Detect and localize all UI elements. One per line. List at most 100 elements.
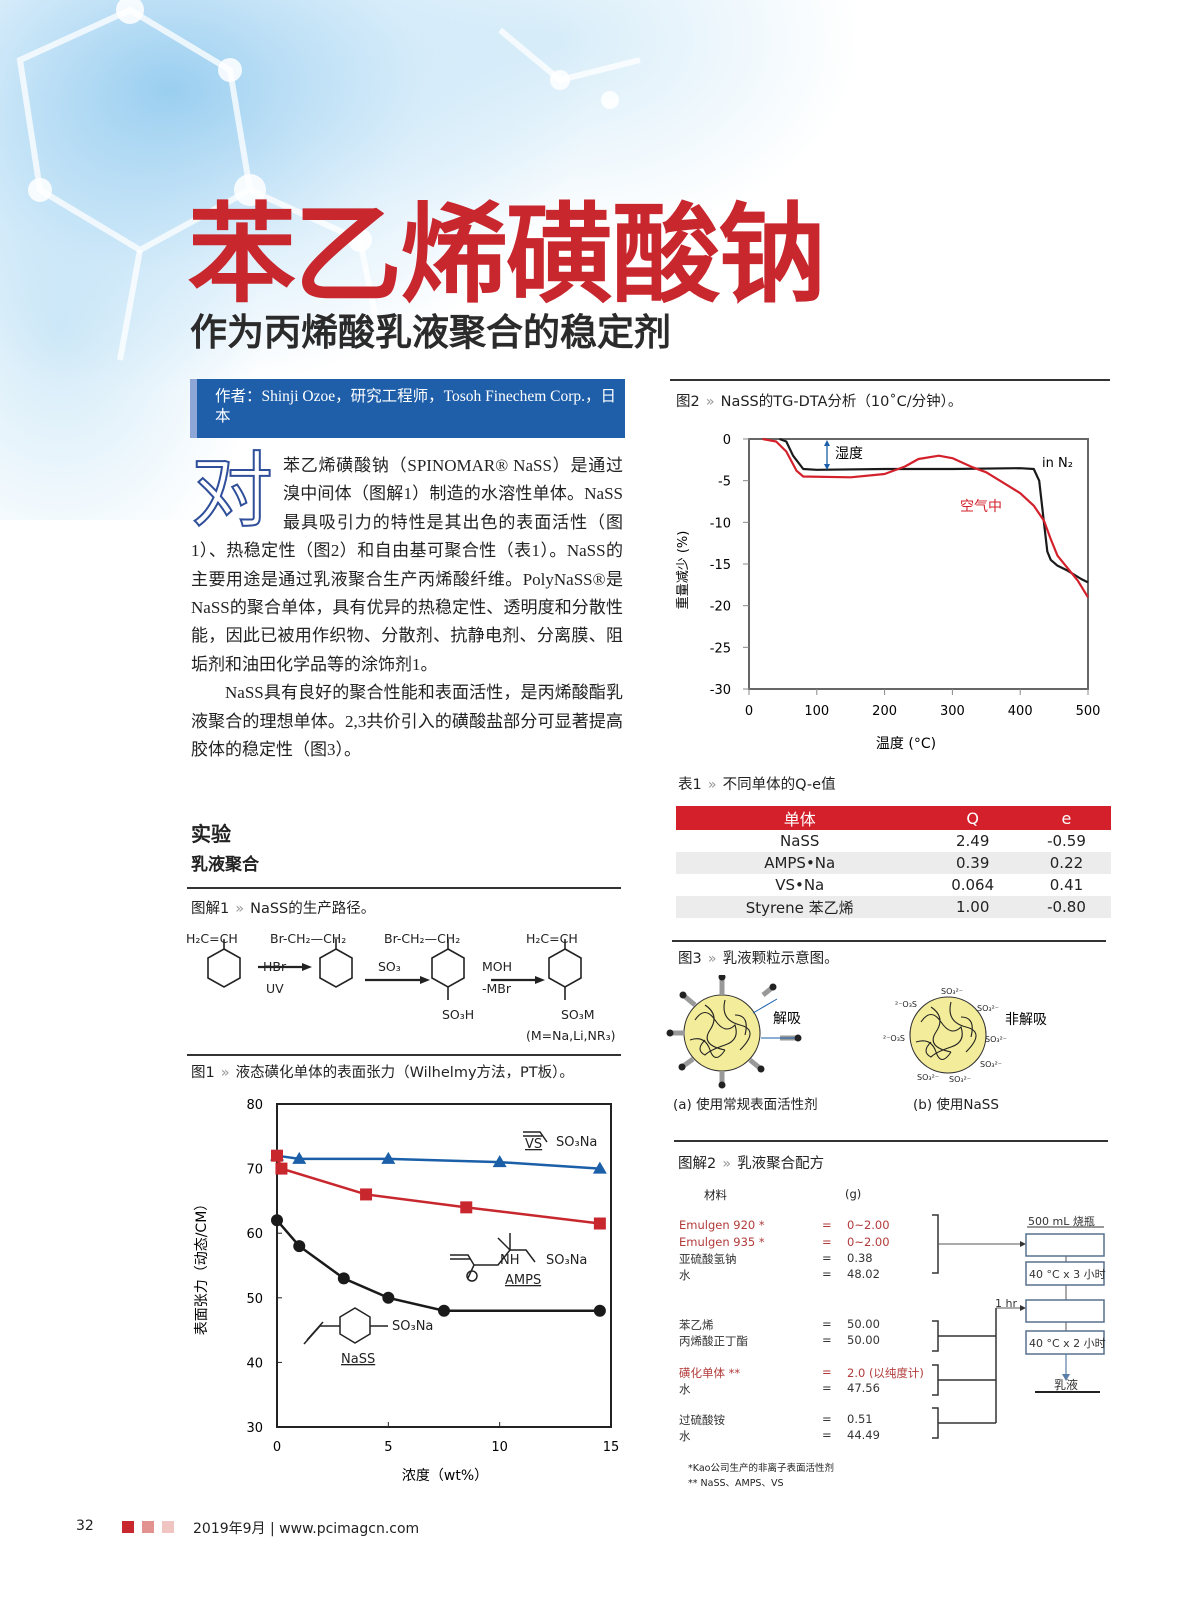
group-so3h: SO₃H bbox=[442, 1007, 474, 1022]
website-link[interactable]: www.pcimagcn.com bbox=[279, 1521, 420, 1537]
cell: -0.59 bbox=[1047, 832, 1086, 850]
drop-cap: 对 bbox=[190, 444, 274, 539]
recipe-val: 47.56 bbox=[847, 1381, 880, 1395]
scheme2-caption: 图解2» 乳液聚合配方 bbox=[678, 1156, 825, 1172]
y-axis-label: 重量减少 (%) bbox=[675, 531, 691, 610]
y-tick-label: 50 bbox=[246, 1292, 263, 1307]
y-tick-label: -20 bbox=[710, 600, 731, 615]
ion-label: SO₃²⁻ bbox=[941, 987, 963, 996]
issue-date: 2019年9月 bbox=[193, 1521, 266, 1537]
header-monomer: 单体 bbox=[676, 806, 924, 830]
x-tick-label: 0 bbox=[273, 1440, 281, 1455]
recipe-eq: = bbox=[822, 1235, 832, 1249]
reagent-mbr: -MBr bbox=[482, 981, 512, 996]
y-tick-label: -25 bbox=[710, 641, 731, 656]
divider bbox=[674, 1140, 1108, 1142]
data-point-vs bbox=[292, 1151, 307, 1164]
recipe-name: Emulgen 920 * bbox=[679, 1218, 765, 1232]
cell: AMPS•Na bbox=[676, 852, 924, 874]
recipe-eq: = bbox=[822, 1317, 832, 1331]
table1-caption: 表1» 不同单体的Q-e值 bbox=[678, 777, 836, 793]
intermediate2-label: Br-CH₂—CH₂ bbox=[384, 931, 460, 946]
recipe-eq: = bbox=[822, 1267, 832, 1281]
header-q: Q bbox=[923, 806, 1022, 830]
page-number: 32 bbox=[76, 1518, 94, 1534]
recipe-name: 水 bbox=[679, 1268, 691, 1282]
reagent-so3: SO₃ bbox=[378, 959, 401, 974]
data-point-nass bbox=[593, 1304, 606, 1317]
cell: -0.80 bbox=[1021, 896, 1111, 918]
author-box: 作者：Shinji Ozoe，研究工程师，Tosoh Finechem Corp… bbox=[190, 379, 625, 438]
x-tick-label: 200 bbox=[872, 704, 897, 719]
footer-square bbox=[142, 1521, 154, 1533]
product-label: 乳液 bbox=[1054, 1377, 1078, 1392]
recipe-eq: = bbox=[822, 1333, 832, 1347]
unit-header: (g) bbox=[845, 1187, 862, 1201]
desorb-label: 解吸 bbox=[773, 1011, 801, 1027]
fig1-chart: 30 40 50 60 70 80 0 5 10 15 表面张力（动态/CM） 浓度（wt%） V… bbox=[194, 1098, 619, 1484]
series-line-vs bbox=[276, 1154, 600, 1170]
air-label: 空气中 bbox=[960, 499, 1002, 515]
one-hr-label: 1 hr bbox=[995, 1297, 1017, 1310]
recipe-name: Emulgen 935 * bbox=[679, 1235, 765, 1249]
ion-label: SO₃²⁻ bbox=[977, 1004, 999, 1013]
fig2-caption: 图2» NaSS的TG-DTA分析（10˚C/分钟）。 bbox=[676, 394, 963, 410]
data-point-amps bbox=[275, 1162, 288, 1175]
fig3-particles: 解吸 非解吸 SO₃²⁻ SO₃²⁻ SO₃²⁻ SO₃²⁻ SO₃²⁻ SO₃… bbox=[666, 975, 1047, 1089]
process-flow: 500 mL 烧瓶 40 °C x 3 小时 1 hr 40 °C x 2 小时… bbox=[932, 1214, 1106, 1439]
particle-a bbox=[683, 994, 761, 1072]
ion-label: ²⁻O₃S bbox=[883, 1034, 905, 1043]
step2-label: 40 °C x 2 小时 bbox=[1029, 1337, 1106, 1350]
data-point-vs bbox=[381, 1151, 396, 1164]
ion-label: SO₃²⁻ bbox=[985, 1035, 1007, 1044]
fig1-caption: 图1» 液态磺化单体的表面张力（Wilhelmy方法，PT板）。 bbox=[191, 1065, 574, 1081]
paragraph-2: NaSS具有良好的聚合性能和表面活性，是丙烯酸酯乳液聚合的理想单体。2,3共价引… bbox=[191, 683, 623, 760]
footer-info: 2019年9月 | www.pcimagcn.com bbox=[193, 1518, 419, 1538]
recipe-eq: = bbox=[822, 1365, 832, 1379]
y-tick-label: 70 bbox=[246, 1163, 263, 1178]
cell: 0.064 bbox=[951, 876, 995, 894]
data-point-nass bbox=[438, 1304, 450, 1317]
group-so3m: SO₃M bbox=[561, 1007, 595, 1022]
recipe-val: 48.02 bbox=[847, 1267, 880, 1281]
amps-label: AMPS bbox=[505, 1273, 541, 1288]
recipe-eq: = bbox=[822, 1251, 832, 1265]
scheme1-caption: 图解1» NaSS的生产路径。 bbox=[191, 901, 376, 917]
table-row: Styrene 苯乙烯 1.00 -0.80 bbox=[676, 896, 1111, 918]
ion-label: ²⁻O₃S bbox=[895, 1000, 917, 1009]
x-tick-label: 0 bbox=[745, 704, 753, 719]
data-point-nass bbox=[337, 1272, 350, 1285]
y-tick-label: 80 bbox=[246, 1098, 263, 1113]
flask-label: 500 mL 烧瓶 bbox=[1028, 1214, 1095, 1228]
scheme1-reaction: H₂C=CH Br-CH₂—CH₂ Br-CH₂—CH₂ H₂C=CH HBr … bbox=[186, 931, 615, 1043]
data-point-nass bbox=[271, 1214, 283, 1227]
y-tick-label: -10 bbox=[710, 516, 731, 531]
footer-square bbox=[162, 1521, 174, 1533]
y-tick-label: 0 bbox=[723, 433, 731, 448]
cell: NaSS bbox=[779, 832, 820, 850]
data-point-amps bbox=[593, 1217, 606, 1230]
recipe-name: 亚硫酸氢钠 bbox=[679, 1252, 737, 1266]
series-line-air bbox=[762, 437, 1089, 598]
recipe-val: 0~2.00 bbox=[847, 1235, 890, 1249]
recipe-name: 水 bbox=[679, 1382, 691, 1396]
data-point-vs bbox=[592, 1161, 607, 1174]
divider bbox=[672, 940, 1106, 942]
y-tick-label: 60 bbox=[246, 1227, 263, 1242]
series-line-n2 bbox=[779, 437, 1089, 584]
plot-frame bbox=[276, 1103, 612, 1428]
footer-square bbox=[122, 1521, 134, 1533]
recipe-name: 丙烯酸正丁酯 bbox=[679, 1334, 748, 1348]
vs-group: SO₃Na bbox=[556, 1135, 597, 1150]
styrene-label: H₂C=CH bbox=[186, 931, 238, 946]
step1-label: 40 °C x 3 小时 bbox=[1029, 1268, 1106, 1281]
n2-label: in N₂ bbox=[1042, 456, 1073, 471]
footnote-1: *Kao公司生产的非离子表面活性剂 bbox=[688, 1463, 834, 1474]
page-subtitle: 作为丙烯酸乳液聚合的稳定剂 bbox=[190, 311, 671, 354]
table-row: VS•Na 0.064 0.41 bbox=[676, 874, 1111, 896]
recipe-val: 0.38 bbox=[847, 1251, 873, 1265]
footnote-2: ** NaSS、AMPS、VS bbox=[688, 1478, 784, 1489]
cell: 0.39 bbox=[923, 852, 1022, 874]
moisture-label: 湿度 bbox=[835, 446, 863, 462]
x-tick-label: 100 bbox=[804, 704, 829, 719]
